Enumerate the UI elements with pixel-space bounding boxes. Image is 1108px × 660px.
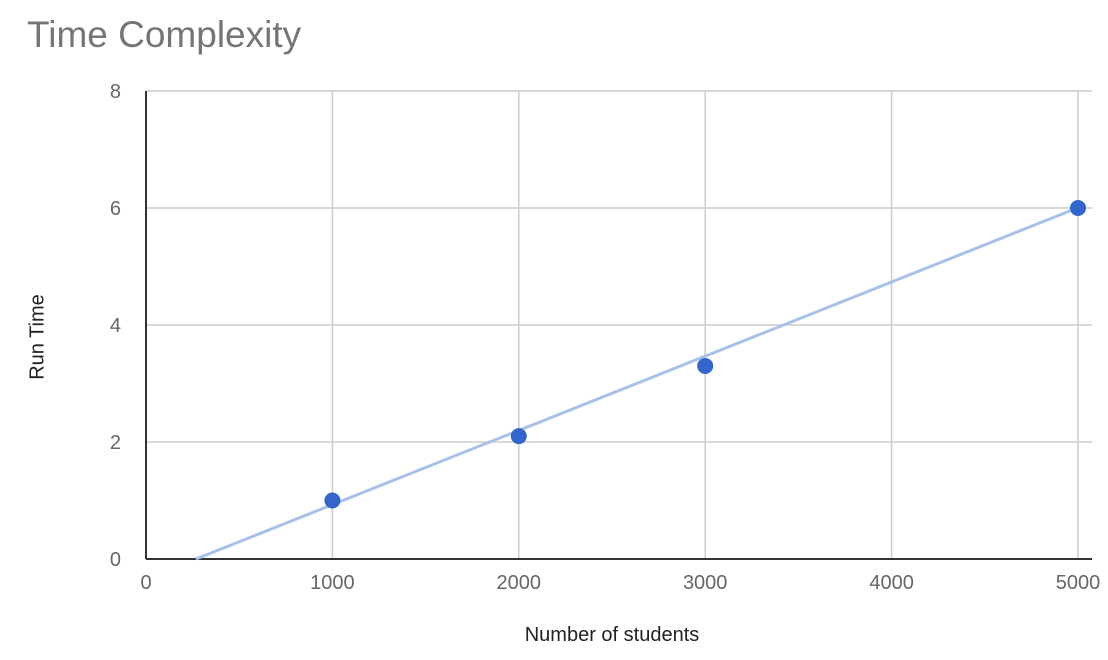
gridlines (146, 90, 1092, 559)
trendline-layer (195, 203, 1087, 561)
data-point-2 (697, 357, 714, 374)
x-axis-label: Number of students (524, 624, 700, 646)
y-tick-label-8: 8 (110, 81, 121, 103)
chart-title: Time Complexity (27, 14, 302, 55)
y-tick-label-6: 6 (110, 198, 121, 220)
trendline (195, 203, 1087, 561)
y-tick-label-4: 4 (110, 315, 121, 337)
tick-labels: 0 2 4 6 8 0 1000 2000 3000 4000 5000 (110, 81, 1100, 594)
x-tick-label-1000: 1000 (310, 572, 355, 594)
y-tick-label-0: 0 (110, 549, 121, 571)
axes (145, 91, 1092, 560)
x-tick-label-4000: 4000 (869, 572, 914, 594)
x-tick-label-3000: 3000 (683, 572, 728, 594)
data-points (324, 200, 1086, 509)
data-point-3 (1070, 200, 1086, 216)
data-point-0 (324, 492, 341, 509)
data-point-1 (510, 428, 527, 445)
x-tick-label-5000: 5000 (1056, 572, 1101, 594)
x-tick-label-0: 0 (140, 572, 151, 594)
y-tick-label-2: 2 (110, 432, 121, 454)
x-tick-label-2000: 2000 (497, 572, 542, 594)
